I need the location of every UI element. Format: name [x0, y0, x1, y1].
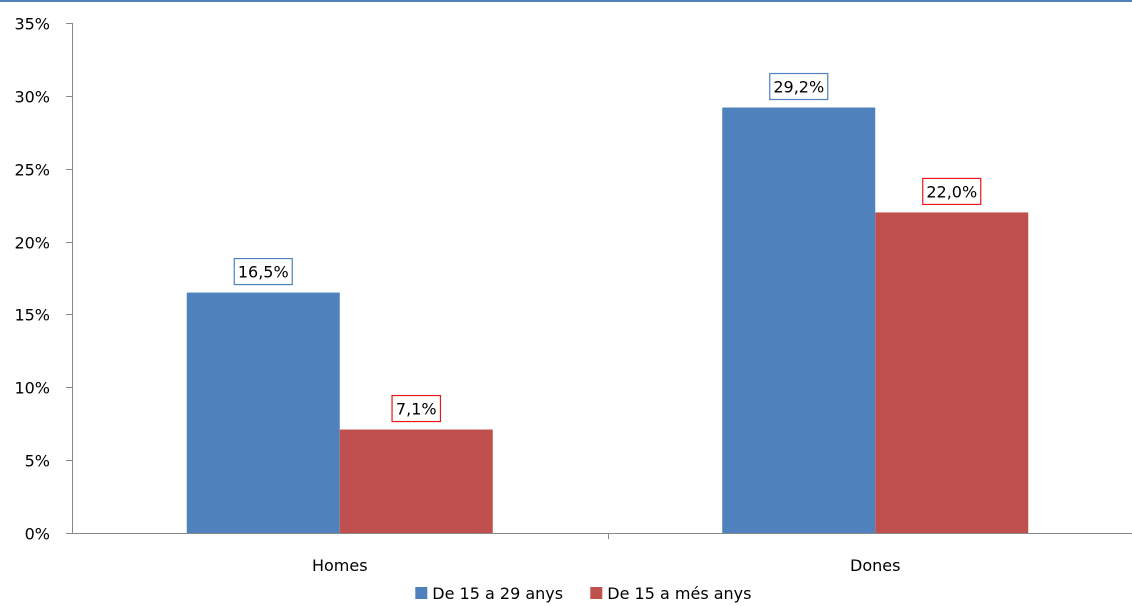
x-tick-label: Homes [312, 556, 368, 575]
chart-data-labels: 16,5% 7,1% 29,2% 22,0% [233, 72, 982, 423]
data-label: 22,0% [926, 182, 977, 201]
y-tick-label: 10% [14, 379, 50, 398]
y-tick-label: 5% [25, 452, 50, 471]
data-label: 7,1% [396, 400, 437, 419]
data-label-box [233, 257, 293, 286]
bar [875, 212, 1029, 533]
data-label-box [391, 394, 442, 423]
bar [339, 429, 493, 533]
legend-swatch [590, 587, 603, 599]
y-tick-label: 35% [14, 15, 50, 34]
chart-axes: 0% 5% 10% 15% 20% 25% 30% 35% Homes Dones [14, 15, 1132, 575]
y-tick-label: 30% [14, 88, 50, 107]
chart-bars [186, 107, 1029, 533]
x-tick-label: Dones [850, 556, 900, 575]
legend-label: De 15 a 29 anys [432, 584, 563, 603]
bar [186, 292, 340, 533]
data-label: 16,5% [238, 263, 289, 282]
y-tick-label: 0% [25, 525, 50, 544]
legend-swatch [415, 587, 428, 599]
data-label: 29,2% [773, 78, 824, 97]
data-label-box [922, 177, 982, 206]
data-label-box [769, 72, 829, 101]
chart-legend: De 15 a 29 anys De 15 a més anys [415, 584, 751, 603]
bar [722, 107, 876, 533]
y-tick-label: 25% [14, 161, 50, 180]
y-tick-label: 20% [14, 234, 50, 253]
legend-label: De 15 a més anys [607, 584, 751, 603]
y-tick-label: 15% [14, 306, 50, 325]
top-border-line [0, 0, 1132, 2]
